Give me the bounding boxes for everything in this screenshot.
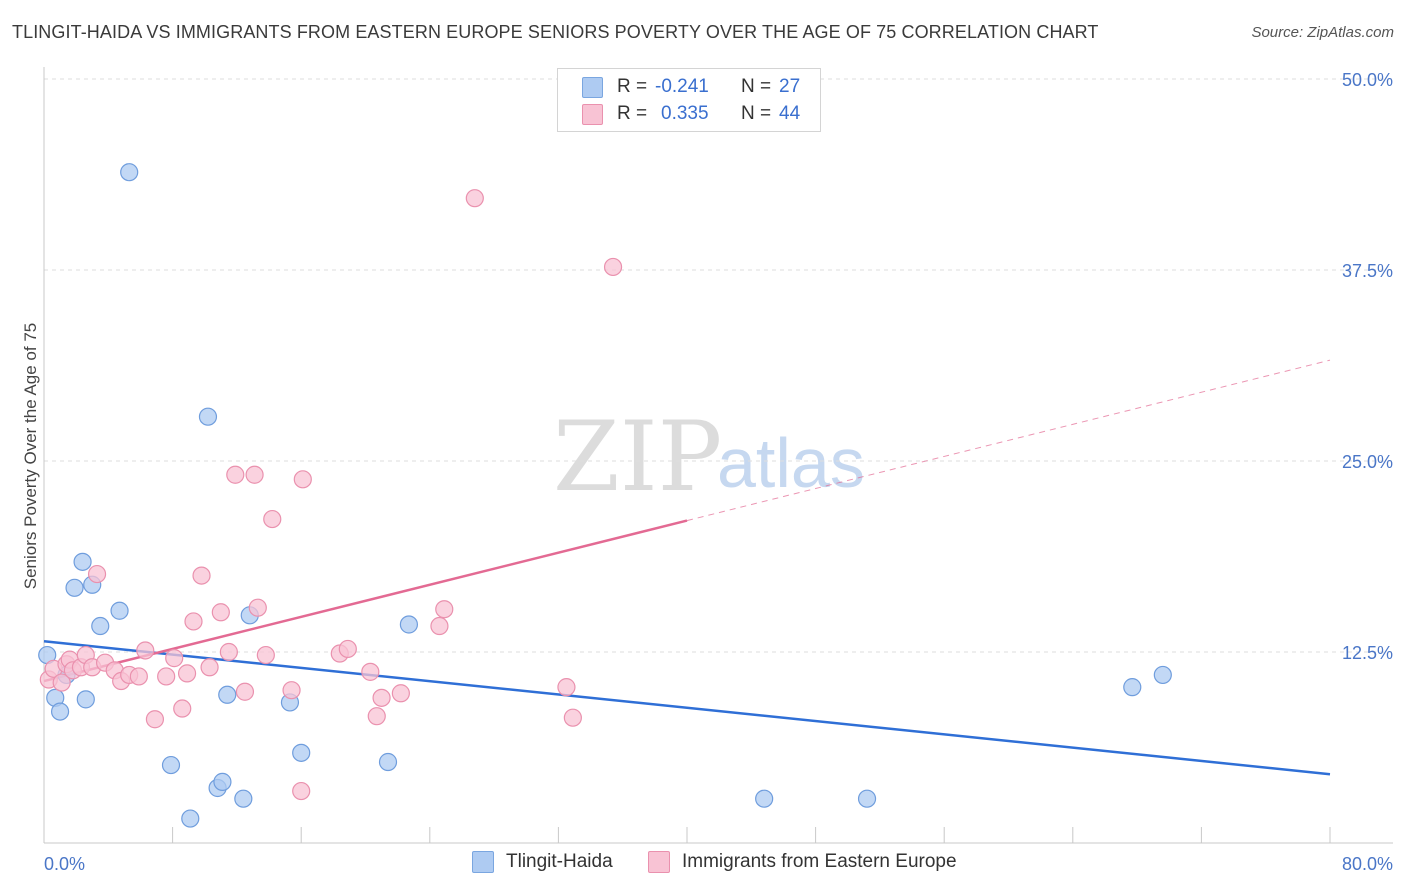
chart-title: TLINGIT-HAIDA VS IMMIGRANTS FROM EASTERN… [12, 22, 1099, 42]
data-point-immigrants [226, 465, 245, 484]
data-point-tlingit-haida [399, 615, 419, 634]
data-point-tlingit-haida [755, 789, 774, 808]
y-tick-labels: 12.5% 25.0% 37.5% 50.0% [1342, 70, 1393, 663]
y-tick-label: 37.5% [1342, 261, 1393, 281]
y-tick-label: 50.0% [1342, 70, 1393, 90]
data-point-tlingit-haida [161, 755, 181, 775]
data-point-immigrants [52, 673, 71, 692]
x-tick-label-min: 0.0% [44, 854, 85, 874]
data-point-immigrants [391, 684, 410, 703]
data-point-tlingit-haida [120, 163, 139, 182]
data-point-tlingit-haida [91, 616, 110, 636]
data-point-tlingit-haida [234, 789, 253, 808]
watermark-atlas: atlas [717, 424, 865, 502]
data-point-immigrants [563, 708, 582, 727]
data-point-immigrants [372, 688, 391, 707]
data-point-tlingit-haida [1153, 665, 1172, 685]
data-point-tlingit-haida [1123, 678, 1142, 697]
legend-label: Tlingit-Haida [506, 851, 613, 872]
data-point-immigrants [177, 664, 197, 683]
watermark-zip: ZIP [553, 401, 722, 513]
y-axis-title: Seniors Poverty Over the Age of 75 [21, 323, 40, 589]
data-point-immigrants [263, 509, 282, 529]
data-point-immigrants [87, 564, 107, 584]
data-point-tlingit-haida [218, 685, 237, 704]
data-point-immigrants [200, 658, 219, 677]
data-point-immigrants [338, 639, 357, 659]
legend-r-label: R = [617, 76, 648, 97]
legend-swatch-blue [582, 76, 603, 98]
legend-n-value: 27 [779, 76, 801, 97]
data-point-tlingit-haida [213, 772, 232, 791]
legend-item-immigrants: Immigrants from Eastern Europe [648, 851, 957, 873]
trend-line [43, 640, 1331, 776]
data-point-immigrants [361, 662, 380, 681]
legend-n-value: 44 [779, 103, 801, 124]
x-tick-label-max: 80.0% [1342, 854, 1393, 874]
legend-label: Immigrants from Eastern Europe [682, 851, 957, 872]
data-point-tlingit-haida [50, 702, 70, 721]
legend-row-tlingit-haida: R = -0.241 N = 27 [582, 74, 800, 100]
legend-r-value: -0.241 [655, 76, 709, 97]
data-point-tlingit-haida [378, 752, 398, 772]
legend-r-value: 0.335 [661, 103, 709, 124]
data-point-tlingit-haida [181, 809, 200, 828]
data-point-immigrants [557, 678, 576, 697]
data-point-immigrants [129, 667, 148, 686]
source-label: Source: ZipAtlas.com [1251, 24, 1394, 41]
data-point-immigrants [235, 682, 255, 701]
data-point-immigrants [145, 710, 165, 729]
data-point-immigrants [465, 189, 484, 208]
legend-n-label: N = [741, 76, 772, 97]
data-point-immigrants [136, 641, 155, 660]
data-point-tlingit-haida [65, 578, 84, 597]
watermark: ZIP atlas [553, 401, 865, 513]
data-point-immigrants [293, 470, 312, 489]
legend-item-tlingit-haida: Tlingit-Haida [472, 851, 613, 873]
legend-r-label: R = [617, 103, 648, 124]
trend-line-dashed [686, 359, 1331, 522]
data-point-immigrants [173, 699, 192, 718]
data-point-tlingit-haida [73, 552, 92, 571]
data-point-immigrants [430, 616, 449, 636]
data-point-tlingit-haida [292, 743, 311, 762]
correlation-legend: R = -0.241 N = 27 R = 0.335 N = 44 [557, 68, 821, 132]
data-point-immigrants [282, 681, 301, 700]
data-point-immigrants [256, 645, 275, 665]
data-point-immigrants [367, 707, 386, 726]
axes [43, 67, 1393, 844]
y-tick-label: 25.0% [1342, 452, 1393, 472]
data-point-immigrants [292, 781, 311, 801]
data-point-tlingit-haida [857, 789, 877, 808]
data-point-immigrants [248, 598, 267, 617]
legend-swatch-pink [648, 851, 670, 873]
series-legend: Tlingit-Haida Immigrants from Eastern Eu… [0, 851, 1406, 877]
legend-row-immigrants: R = 0.335 N = 44 [582, 101, 800, 127]
data-point-tlingit-haida [198, 407, 218, 426]
data-point-tlingit-haida [76, 690, 95, 709]
data-point-tlingit-haida [110, 601, 129, 620]
grid-lines [44, 78, 1393, 653]
data-point-immigrants [435, 600, 454, 619]
data-point-immigrants [165, 649, 184, 668]
y-tick-label: 12.5% [1342, 643, 1393, 663]
data-points [38, 163, 1172, 828]
data-point-immigrants [245, 465, 264, 484]
data-point-immigrants [157, 667, 176, 686]
data-point-immigrants [184, 612, 203, 631]
legend-swatch-blue [472, 851, 494, 873]
data-point-immigrants [192, 566, 211, 585]
data-point-immigrants [603, 257, 623, 277]
legend-n-label: N = [741, 103, 772, 124]
legend-swatch-pink [582, 103, 603, 125]
data-point-immigrants [211, 603, 230, 622]
data-point-immigrants [219, 642, 238, 662]
